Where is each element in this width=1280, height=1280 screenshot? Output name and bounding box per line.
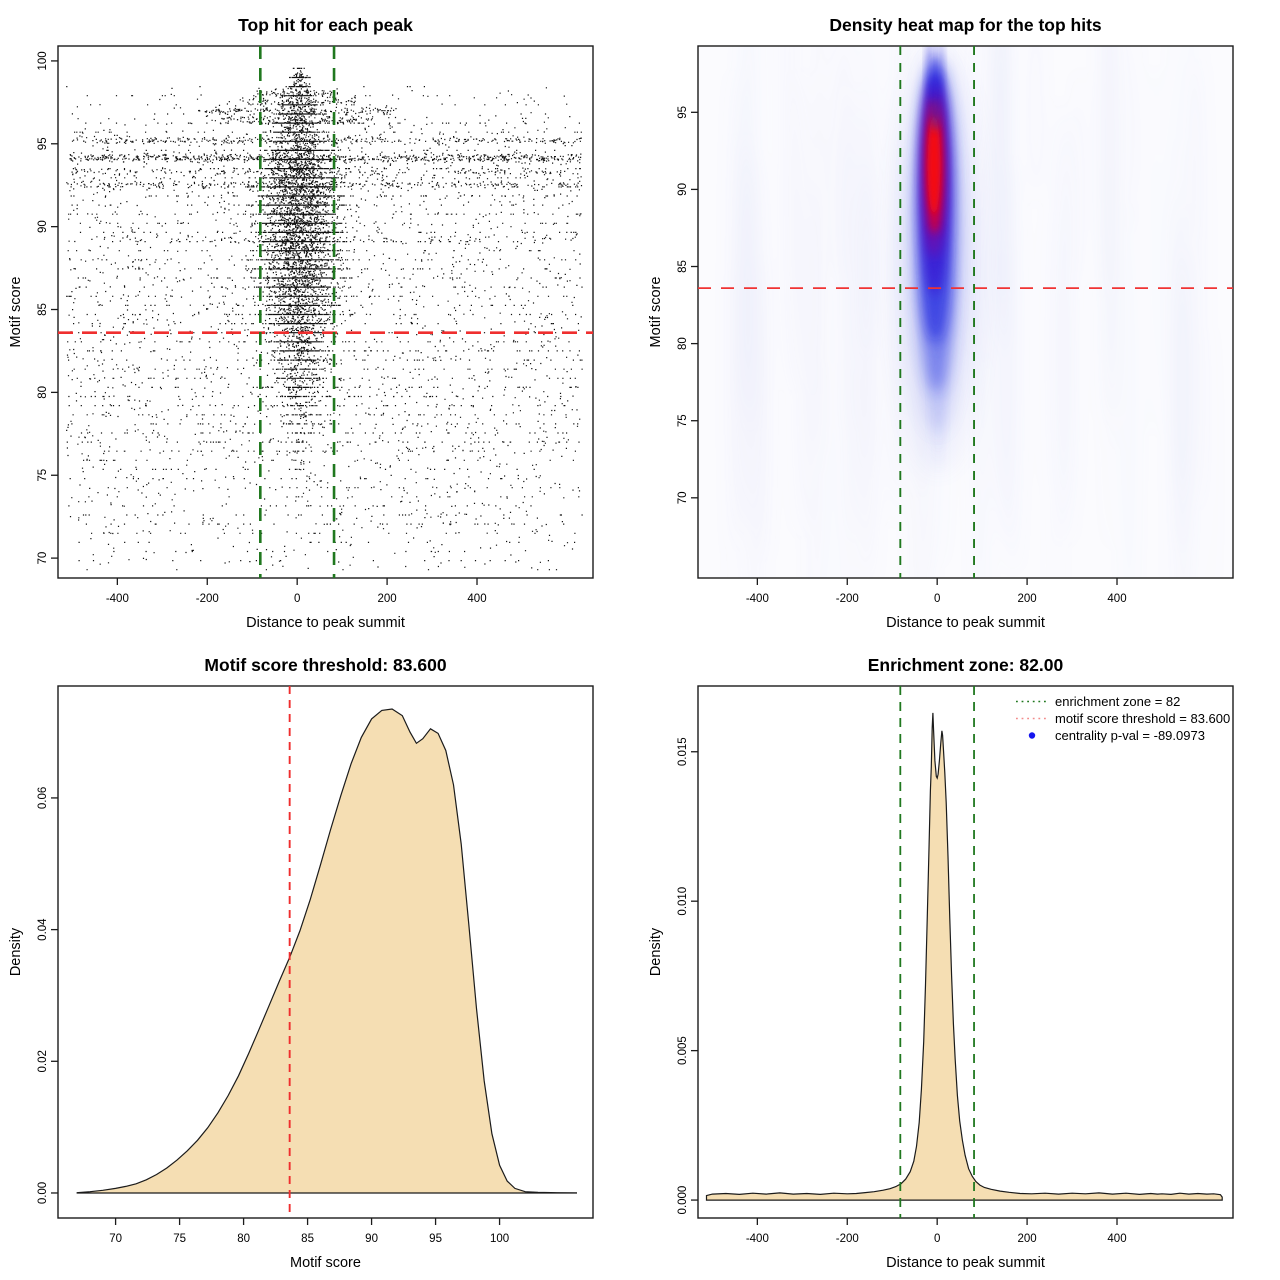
panel-title: Density heat map for the top hits: [829, 15, 1102, 35]
x-tick-label: 400: [1107, 1233, 1126, 1245]
y-tick-label: 95: [677, 106, 689, 119]
summit-distance-density-svg: -400 -200 0 200 400 0.000 0.005 0.010 0.015 Enric…: [648, 655, 1234, 1271]
x-tick-label: 75: [173, 1233, 186, 1245]
panel-title: Motif score threshold: 83.600: [204, 655, 446, 675]
x-tick-label: 200: [1017, 1233, 1036, 1245]
y-tick-label: 80: [677, 337, 689, 350]
y-tick-label: 0.005: [677, 1036, 689, 1065]
scatter-points-layer: [66, 67, 583, 571]
y-tick-label: 85: [677, 260, 689, 273]
y-tick-label: 75: [677, 414, 689, 427]
x-tick-label: 0: [934, 593, 940, 605]
y-tick-label: 75: [37, 469, 49, 482]
y-tick-label: 0.04: [37, 918, 49, 941]
y-tick-label: 0.015: [677, 737, 689, 766]
x-tick-label: 95: [429, 1233, 442, 1245]
legend-item-label: centrality p-val = -89.0973: [1055, 728, 1205, 743]
heatmap-blob-layer: [934, 394, 943, 469]
y-tick-label: 90: [677, 183, 689, 196]
x-tick-label: 200: [377, 593, 396, 605]
x-tick-label: -200: [196, 593, 219, 605]
x-axis-label: Motif score: [290, 1255, 361, 1271]
panel-density-heatmap: -400 -200 0 200 400 70 75 80 85 90 95 Density heat …: [640, 0, 1280, 640]
x-tick-label: 400: [1107, 593, 1126, 605]
density-curve: [705, 712, 1223, 1201]
plot-box: [697, 685, 1234, 1219]
x-tick-label: 100: [490, 1233, 509, 1245]
panel-title: Enrichment zone: 82.00: [868, 655, 1064, 675]
y-tick-label: 70: [37, 552, 49, 565]
panel-title: Top hit for each peak: [238, 15, 413, 35]
heatmap-blob-layer: [928, 56, 943, 131]
y-axis-label: Motif score: [8, 277, 24, 348]
y-axis-label: Motif score: [648, 277, 664, 348]
panel-top-hit-scatter: -400 -200 0 200 400 70 75 80 85 90 95 100 Top hit fo…: [0, 0, 640, 640]
x-axis-label: Distance to peak summit: [886, 615, 1045, 631]
y-tick-label: 85: [37, 303, 49, 316]
density-curve: [76, 708, 577, 1194]
y-tick-label: 90: [37, 220, 49, 233]
y-tick-label: 0.02: [37, 1050, 49, 1072]
plot-box: [57, 45, 594, 579]
y-tick-label: 100: [37, 51, 49, 70]
legend-item-label: enrichment zone = 82: [1055, 694, 1180, 709]
y-tick-label: 0.000: [677, 1186, 689, 1215]
x-tick-label: 400: [467, 593, 486, 605]
y-axis-label: Density: [648, 927, 664, 976]
x-tick-label: -400: [106, 593, 129, 605]
y-tick-label: 95: [37, 137, 49, 150]
x-tick-label: -400: [746, 1233, 769, 1245]
x-tick-label: 85: [301, 1233, 314, 1245]
plot-box: [697, 45, 1234, 579]
panel-summit-distance-density: -400 -200 0 200 400 0.000 0.005 0.010 0.015 Enric…: [640, 640, 1280, 1280]
x-axis-label: Distance to peak summit: [246, 615, 405, 631]
y-tick-label: 0.010: [677, 887, 689, 916]
heatmap-blob: [893, 46, 984, 472]
panel-motif-score-density: 70 75 80 85 90 95 100 0.00 0.02 0.04 0.06 Motif sco…: [0, 640, 640, 1280]
plot-box: [57, 685, 594, 1219]
motif-score-density-svg: 70 75 80 85 90 95 100 0.00 0.02 0.04 0.06 Motif sco…: [8, 655, 594, 1271]
legend-swatch-dot: [1028, 732, 1036, 739]
x-tick-label: 70: [109, 1233, 122, 1245]
legend: enrichment zone = 82 motif score threshol…: [1016, 694, 1230, 743]
top-hit-scatter-svg: -400 -200 0 200 400 70 75 80 85 90 95 100 Top hit fo…: [8, 15, 594, 631]
x-tick-label: -400: [746, 593, 769, 605]
y-tick-label: 70: [677, 491, 689, 504]
density-heatmap-svg: -400 -200 0 200 400 70 75 80 85 90 95 Density heat …: [648, 15, 1234, 631]
y-tick-label: 0.00: [37, 1182, 49, 1204]
x-tick-label: 80: [237, 1233, 250, 1245]
x-tick-label: -200: [836, 1233, 859, 1245]
y-tick-label: 0.06: [37, 787, 49, 809]
x-axis-label: Distance to peak summit: [886, 1255, 1045, 1271]
x-tick-label: 0: [294, 593, 300, 605]
y-axis-label: Density: [8, 927, 24, 976]
x-tick-label: 0: [934, 1233, 940, 1245]
x-tick-label: 200: [1017, 593, 1036, 605]
legend-item-label: motif score threshold = 83.600: [1055, 711, 1230, 726]
x-tick-label: -200: [836, 593, 859, 605]
x-tick-label: 90: [365, 1233, 378, 1245]
heatmap-blob-layer: [927, 115, 941, 215]
y-tick-label: 80: [37, 386, 49, 399]
